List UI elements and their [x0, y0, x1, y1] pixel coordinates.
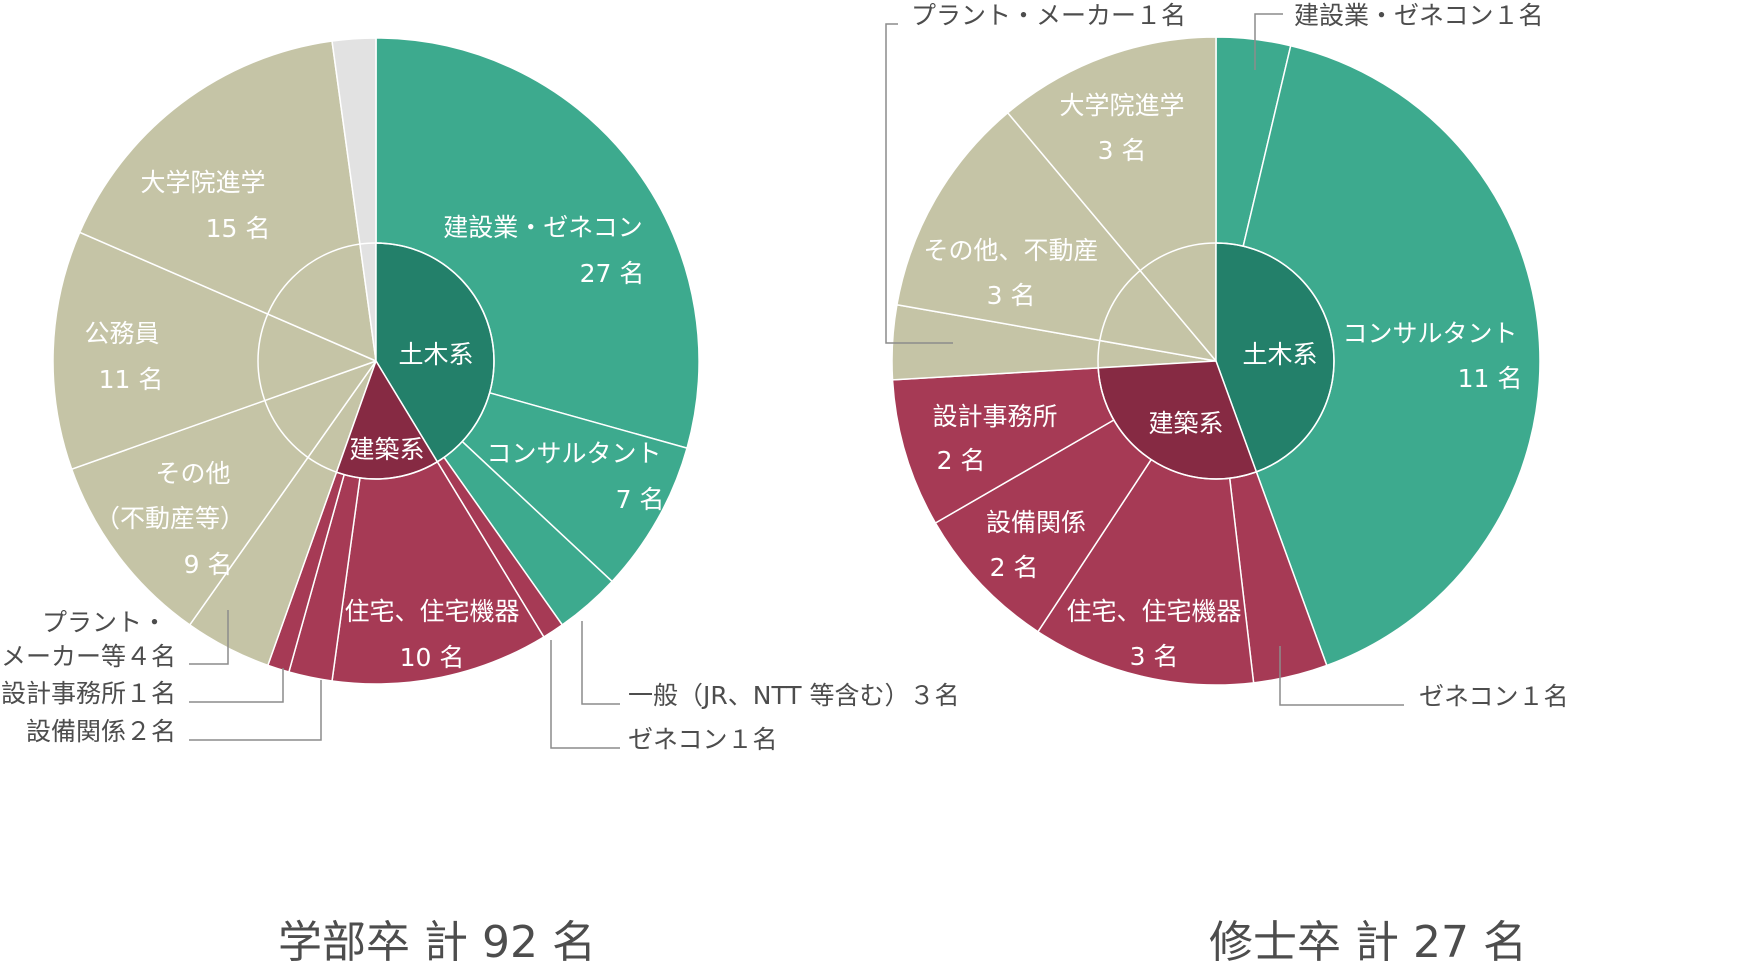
slice-count-label: 2 名	[990, 553, 1039, 582]
slice-label: 公務員	[84, 319, 159, 348]
slice-callout-label: メーカー等４名	[1, 642, 176, 671]
inner-group-sectors	[257, 242, 495, 480]
slice-count-label: 9 名	[184, 550, 233, 579]
inner-ring-outline	[257, 242, 495, 480]
inner-group-label: 建築系	[1148, 409, 1223, 438]
slice-callout-label: ゼネコン１名	[1419, 682, 1569, 711]
slice-callout-label: 設備関係２名	[26, 717, 176, 746]
pie-slice	[52, 231, 379, 471]
leader-line	[581, 621, 620, 705]
slice-callout-label: 設計事務所１名	[1, 679, 176, 708]
slice-label: 建設業・ゼネコン	[443, 213, 643, 242]
slice-count-label: 7 名	[616, 485, 665, 514]
slice-label: 住宅、住宅機器	[344, 597, 519, 626]
slice-label: その他、不動産	[923, 236, 1098, 265]
slice-count-label: 3 名	[987, 281, 1036, 310]
slice-label: 住宅、住宅機器	[1066, 597, 1241, 626]
inner-group-sectors	[1097, 242, 1335, 480]
slice-count-label: 11 名	[1458, 364, 1523, 393]
slice-label: （不動産等）	[95, 504, 245, 533]
slice-callout-label: 建設業・ゼネコン１名	[1294, 1, 1544, 30]
slice-count-label: 2 名	[937, 446, 986, 475]
undergraduate-caption: 学部卒 計 92 名	[278, 917, 596, 968]
slice-label: 設備関係	[986, 508, 1086, 537]
leader-line	[885, 23, 953, 344]
leader-line	[550, 640, 620, 749]
slice-callout-label: ゼネコン１名	[628, 725, 778, 754]
inner-ring-outline	[1097, 242, 1335, 480]
slice-count-label: 3 名	[1130, 642, 1179, 671]
pie-slice	[1215, 44, 1541, 667]
leader-line	[189, 668, 284, 703]
slice-count-label: 3 名	[1098, 136, 1147, 165]
slice-count-label: 10 名	[400, 643, 465, 672]
slice-label: 大学院進学	[1059, 91, 1184, 120]
pie-slice	[78, 40, 377, 363]
slice-label: 設計事務所	[932, 402, 1057, 431]
slice-label: 大学院進学	[140, 168, 265, 197]
slice-label: コンサルタント	[1342, 319, 1517, 348]
pie-slice	[70, 359, 378, 626]
inner-group-label: 土木系	[398, 340, 473, 369]
pie-slice	[331, 37, 377, 362]
slice-callout-label: プラント・メーカー１名	[911, 1, 1186, 30]
inner-group-label: 建築系	[349, 435, 424, 464]
pie-slice	[896, 111, 1218, 363]
leader-line	[1254, 13, 1283, 70]
slice-count-label: 11 名	[99, 365, 164, 394]
slice-label: その他	[155, 459, 230, 488]
leader-line	[189, 610, 229, 665]
slice-count-label: 27 名	[580, 259, 645, 288]
slice-callout-label: プラント・	[42, 608, 167, 637]
leader-line	[1279, 646, 1404, 706]
slice-count-label: 15 名	[206, 214, 271, 243]
leader-line	[189, 680, 322, 741]
slice-label: コンサルタント	[486, 439, 661, 468]
slice-callout-label: 一般（JR、NTT 等含む）３名	[628, 681, 960, 710]
pie-slice	[1006, 36, 1217, 364]
inner-group-label: 土木系	[1242, 340, 1317, 369]
masters-caption: 修士卒 計 27 名	[1209, 917, 1527, 968]
